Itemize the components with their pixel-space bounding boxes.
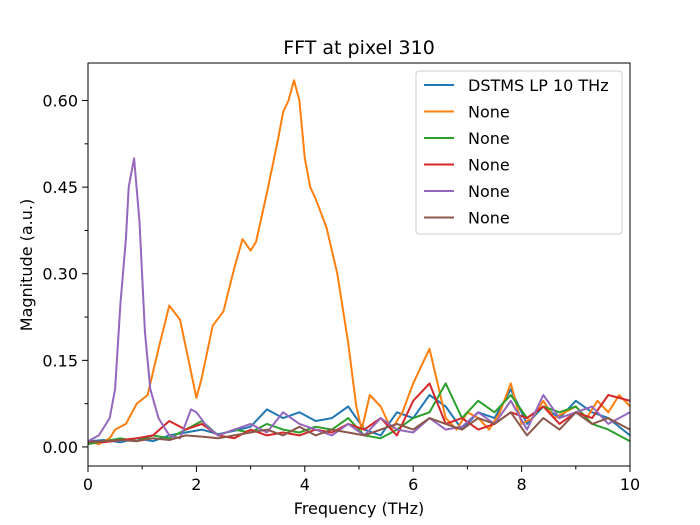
- y-tick-label: 0.00: [42, 438, 78, 457]
- y-axis: 0.00 0.15 0.30 0.45 0.60: [42, 92, 88, 457]
- series-line-5: [88, 157, 630, 443]
- x-tick-label: 2: [191, 475, 201, 494]
- x-tick-label: 6: [408, 475, 418, 494]
- series-line-2: [88, 79, 630, 446]
- legend-label: None: [468, 182, 510, 201]
- x-axis: 0 2 4 6 8 10: [83, 466, 640, 494]
- y-axis-label: Magnitude (a.u.): [17, 199, 36, 331]
- legend-label: None: [468, 103, 510, 122]
- series-layer: [88, 79, 630, 446]
- legend: DSTMS LP 10 THz None None None None None: [415, 70, 623, 235]
- chart-title: FFT at pixel 310: [283, 37, 435, 59]
- legend-label: None: [468, 156, 510, 175]
- x-tick-label: 0: [83, 475, 93, 494]
- legend-label: None: [468, 129, 510, 148]
- x-axis-label: Frequency (THz): [294, 499, 424, 518]
- x-tick-label: 8: [517, 475, 527, 494]
- legend-label: None: [468, 209, 510, 228]
- x-tick-label: 10: [620, 475, 640, 494]
- y-tick-label: 0.30: [42, 265, 78, 284]
- series-line-6: [88, 411, 630, 444]
- y-tick-label: 0.15: [42, 351, 78, 370]
- y-tick-label: 0.45: [42, 178, 78, 197]
- legend-label: DSTMS LP 10 THz: [468, 76, 609, 95]
- legend-box: [415, 70, 623, 235]
- x-tick-label: 4: [300, 475, 310, 494]
- y-tick-label: 0.60: [42, 92, 78, 111]
